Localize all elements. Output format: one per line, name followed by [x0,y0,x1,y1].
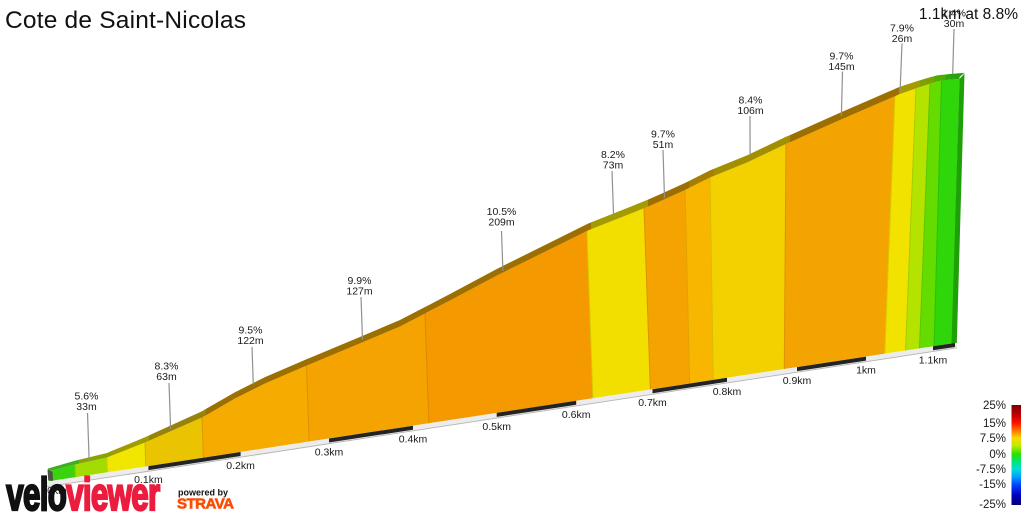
svg-text:127m: 127m [346,285,373,297]
svg-text:0.6km: 0.6km [562,409,591,421]
svg-text:73m: 73m [603,159,624,171]
svg-text:0.2km: 0.2km [226,460,255,472]
svg-text:9.9%: 9.9% [348,275,372,287]
svg-text:51m: 51m [653,139,674,151]
svg-text:9.5%: 9.5% [239,325,263,337]
svg-text:145m: 145m [828,61,855,73]
svg-text:8.4%: 8.4% [739,95,763,107]
svg-text:0.9km: 0.9km [783,375,812,387]
svg-text:powered by: powered by [178,488,228,498]
svg-text:15%: 15% [983,418,1006,430]
svg-text:Cote de Saint-Nicolas: Cote de Saint-Nicolas [5,7,246,34]
svg-text:0km: 0km [47,485,67,497]
svg-text:0.3km: 0.3km [315,447,344,459]
svg-text:63m: 63m [156,371,177,383]
svg-text:25%: 25% [983,400,1006,412]
svg-text:STRAVA: STRAVA [177,496,234,512]
svg-text:0%: 0% [989,449,1006,461]
svg-text:8.2%: 8.2% [601,149,625,161]
svg-text:-7.5%: -7.5% [976,464,1006,476]
svg-text:106m: 106m [737,105,764,117]
svg-text:10.5%: 10.5% [487,206,517,218]
svg-text:0.1km: 0.1km [134,474,163,486]
svg-text:1.1km: 1.1km [919,354,948,366]
svg-text:9.7%: 9.7% [830,51,854,63]
svg-text:1.4%: 1.4% [942,7,966,19]
svg-text:7.9%: 7.9% [890,22,914,34]
svg-text:1km: 1km [856,365,876,377]
svg-text:-15%: -15% [979,479,1006,491]
svg-text:-25%: -25% [979,499,1006,511]
svg-text:0.4km: 0.4km [399,434,428,446]
svg-text:30m: 30m [944,18,965,30]
svg-text:26m: 26m [892,33,913,45]
svg-text:209m: 209m [488,216,515,228]
svg-text:33m: 33m [76,401,97,413]
svg-text:5.6%: 5.6% [75,391,99,403]
svg-text:veloviewer: veloviewer [6,469,160,512]
svg-text:9.7%: 9.7% [651,129,675,141]
svg-text:0.8km: 0.8km [713,386,742,398]
svg-text:8.3%: 8.3% [155,361,179,373]
svg-text:7.5%: 7.5% [980,433,1006,445]
svg-text:1.1km at 8.8%: 1.1km at 8.8% [919,6,1018,23]
svg-text:0.7km: 0.7km [638,397,667,409]
svg-text:122m: 122m [237,335,264,347]
svg-text:0.5km: 0.5km [482,421,511,433]
